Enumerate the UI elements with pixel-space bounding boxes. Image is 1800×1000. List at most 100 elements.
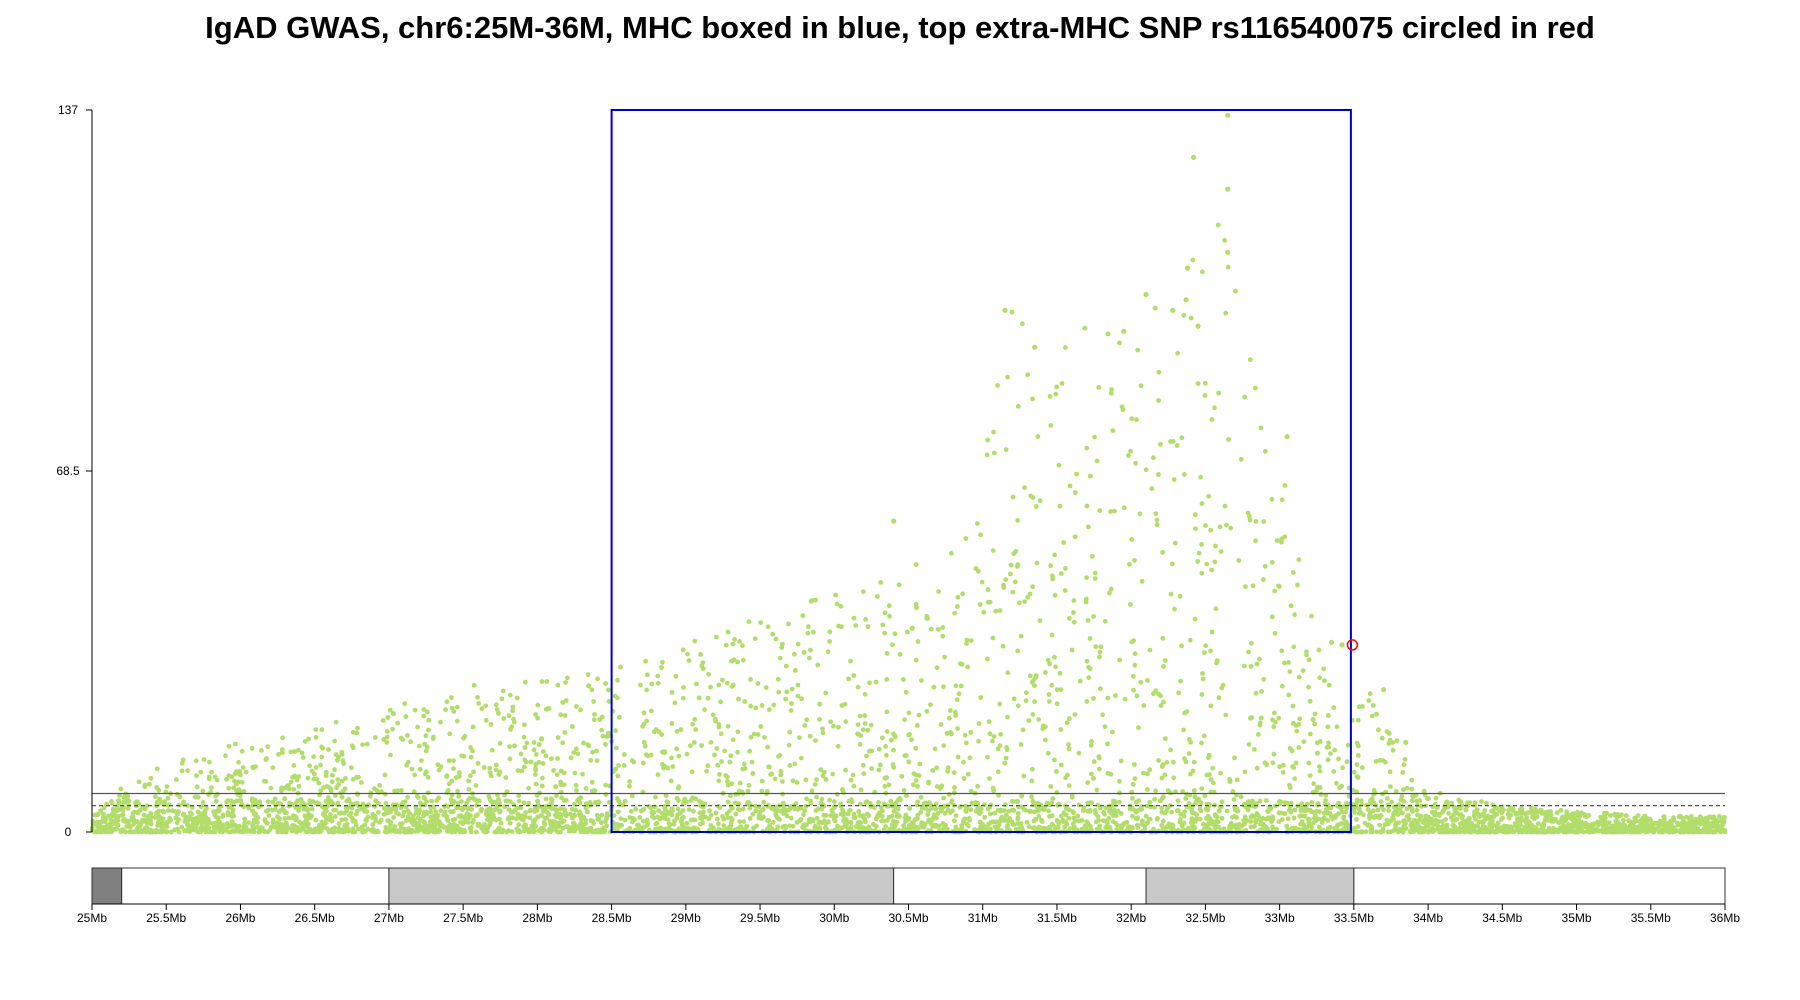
snp-point (1180, 827, 1186, 833)
snp-point (814, 794, 819, 800)
snp-point (913, 562, 919, 567)
snp-point (471, 682, 477, 688)
snp-point (117, 800, 122, 806)
snp-point (1133, 816, 1139, 821)
snp-point (860, 727, 866, 732)
snp-point (306, 812, 312, 818)
snp-point (98, 808, 103, 814)
snp-point (1387, 769, 1393, 775)
snp-point (1334, 780, 1339, 786)
snp-point (291, 774, 297, 780)
snp-point (843, 719, 849, 725)
snp-point (482, 822, 487, 827)
snp-point (1213, 606, 1219, 612)
snp-point (464, 805, 470, 811)
snp-point (113, 816, 119, 822)
snp-point (557, 811, 562, 817)
snp-point (715, 762, 721, 768)
snp-point (1105, 824, 1110, 829)
snp-point (407, 828, 413, 833)
snp-point (468, 825, 474, 830)
snp-point (1259, 689, 1264, 694)
snp-point (541, 820, 547, 825)
snp-point (148, 810, 154, 816)
snp-point (110, 827, 116, 833)
snp-point (1301, 822, 1307, 828)
snp-point (780, 641, 785, 647)
snp-point (987, 731, 993, 737)
snp-point (291, 786, 297, 792)
snp-point (1001, 582, 1006, 588)
snp-point (857, 713, 863, 719)
snp-point (1236, 826, 1241, 832)
snp-point (716, 821, 721, 827)
snp-point (786, 621, 791, 627)
snp-point (918, 810, 924, 815)
snp-point (941, 825, 947, 831)
snp-point (1271, 724, 1277, 730)
snp-point (1359, 829, 1364, 835)
snp-point (1254, 811, 1260, 816)
snp-point (1426, 796, 1432, 801)
snp-point (1466, 817, 1472, 823)
snp-point (168, 829, 174, 835)
snp-point (288, 779, 294, 785)
snp-point (1035, 800, 1041, 806)
snp-point (551, 822, 557, 828)
snp-point (603, 681, 608, 686)
snp-point (1048, 423, 1054, 428)
snp-point (934, 765, 939, 771)
snp-point (941, 795, 947, 801)
snp-point (521, 734, 527, 740)
snp-point (1117, 778, 1122, 784)
snp-point (1008, 571, 1013, 577)
snp-point (1379, 735, 1385, 741)
snp-point (382, 829, 388, 835)
snp-point (1117, 790, 1122, 796)
snp-point (423, 748, 429, 754)
snp-point (1162, 658, 1168, 663)
snp-point (270, 765, 276, 771)
snp-point (214, 808, 220, 814)
snp-point (1075, 813, 1081, 819)
snp-point (583, 805, 589, 811)
snp-point (594, 748, 599, 754)
snp-point (979, 579, 985, 585)
snp-point (360, 742, 365, 747)
snp-point (1105, 741, 1110, 747)
snp-point (657, 816, 663, 822)
snp-point (676, 786, 681, 791)
snp-point (1046, 699, 1052, 704)
snp-point (1210, 765, 1216, 771)
snp-point (842, 701, 848, 707)
snp-point (1620, 822, 1626, 827)
snp-point (1270, 717, 1275, 723)
snp-point (1175, 808, 1181, 813)
snp-point (716, 682, 722, 688)
snp-point (548, 756, 554, 762)
snp-point (717, 772, 722, 777)
snp-point (181, 799, 187, 805)
snp-point (848, 777, 854, 783)
snp-point (1401, 762, 1407, 767)
snp-point (857, 741, 863, 747)
snp-point (632, 817, 637, 823)
snp-point (449, 778, 455, 784)
snp-point (470, 748, 475, 754)
snp-point (1531, 809, 1536, 815)
snp-point (670, 764, 676, 769)
snp-point (862, 721, 868, 726)
snp-point (1141, 770, 1146, 776)
snp-point (1110, 813, 1116, 818)
snp-point (676, 798, 681, 803)
snp-point (758, 724, 764, 729)
snp-point (1199, 501, 1205, 507)
snp-point (985, 599, 991, 605)
snp-point (600, 733, 606, 739)
snp-point (1197, 806, 1203, 812)
snp-point (537, 790, 542, 796)
snp-point (1638, 818, 1644, 823)
snp-point (1366, 698, 1372, 703)
snp-point (952, 610, 958, 616)
snp-point (656, 808, 661, 814)
